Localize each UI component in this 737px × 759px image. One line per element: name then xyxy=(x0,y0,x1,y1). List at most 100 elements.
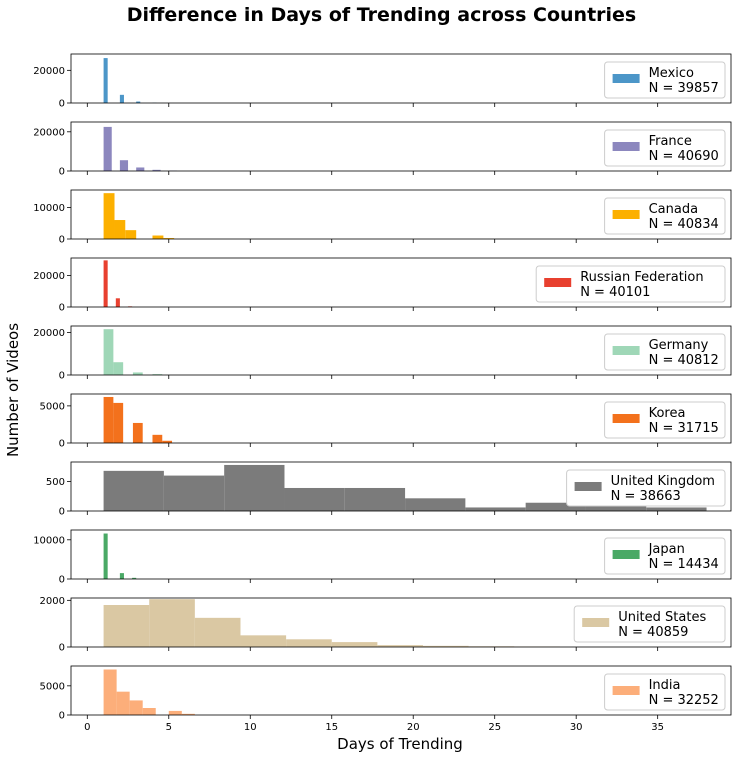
legend-label-canada: Canada xyxy=(649,202,698,217)
legend-count-japan: N = 14434 xyxy=(649,557,719,572)
y-tick-label: 0 xyxy=(59,575,65,586)
bar-united-states xyxy=(103,605,150,647)
legend-swatch-united-kingdom xyxy=(574,482,602,491)
x-tick-label: 0 xyxy=(84,722,90,733)
legend-label-france: France xyxy=(649,134,692,149)
bar-united-kingdom xyxy=(224,464,285,511)
legend-india xyxy=(604,673,726,711)
legend-swatch-india xyxy=(612,686,640,695)
y-tick-label: 20000 xyxy=(33,271,65,282)
bar-united-states xyxy=(423,645,469,647)
bar-india xyxy=(168,710,182,715)
bar-france xyxy=(136,167,145,171)
y-tick-label: 0 xyxy=(59,643,65,654)
legend-count-mexico: N = 39857 xyxy=(649,81,719,96)
legend-germany xyxy=(604,333,726,371)
bar-united-states xyxy=(331,642,378,647)
legend-swatch-korea xyxy=(612,414,640,423)
x-tick-label: 10 xyxy=(244,722,257,733)
bar-united-states xyxy=(194,617,241,647)
legend-swatch-france xyxy=(612,142,640,151)
legend-swatch-japan xyxy=(612,550,640,559)
bar-canada xyxy=(163,238,175,239)
bar-mexico xyxy=(119,94,124,103)
bar-canada xyxy=(114,220,126,239)
legend-count-canada: N = 40834 xyxy=(649,217,719,232)
legend-swatch-canada xyxy=(612,210,640,219)
bar-united-states xyxy=(377,645,423,647)
y-tick-label: 0 xyxy=(59,99,65,110)
y-tick-label: 20000 xyxy=(33,328,65,339)
legend-count-russian-federation: N = 40101 xyxy=(580,285,650,300)
legend-united-kingdom xyxy=(566,469,726,507)
panel-frame-united-kingdom xyxy=(70,461,732,512)
panel-frame-mexico xyxy=(70,53,732,104)
bar-korea xyxy=(103,396,114,443)
x-tick-label: 35 xyxy=(651,722,664,733)
legend-label-germany: Germany xyxy=(649,338,709,353)
legend-swatch-united-states xyxy=(582,618,610,627)
y-tick-label: 20000 xyxy=(33,66,65,77)
x-tick-label: 30 xyxy=(570,722,583,733)
legend-swatch-germany xyxy=(612,346,640,355)
legend-russian-federation xyxy=(535,265,726,303)
y-tick-label: 0 xyxy=(59,303,65,314)
bar-united-kingdom xyxy=(284,487,345,511)
legend-korea xyxy=(604,401,726,439)
bar-japan xyxy=(103,533,108,579)
legend-label-japan: Japan xyxy=(648,542,685,557)
bar-india xyxy=(181,713,195,715)
bar-united-states xyxy=(149,599,195,647)
panel-frame-russian-federation xyxy=(70,257,732,308)
y-tick-label: 0 xyxy=(59,235,65,246)
legend-label-russian-federation: Russian Federation xyxy=(580,270,703,285)
legend-swatch-mexico xyxy=(612,74,640,83)
x-tick-label: 20 xyxy=(407,722,420,733)
bar-mexico xyxy=(103,58,108,103)
bar-united-states xyxy=(286,639,332,647)
panel-frame-germany xyxy=(70,325,732,376)
y-tick-label: 500 xyxy=(46,477,65,488)
bar-united-kingdom xyxy=(646,507,707,511)
legend-label-mexico: Mexico xyxy=(649,66,694,81)
y-tick-label: 0 xyxy=(59,507,65,518)
bar-russian-federation xyxy=(115,298,120,307)
bar-united-states xyxy=(240,635,287,647)
x-axis-label: Days of Trending xyxy=(337,735,463,753)
panel-frame-united-states xyxy=(70,597,732,648)
panel-frame-korea xyxy=(70,393,732,444)
bar-united-kingdom xyxy=(465,507,526,511)
bar-united-kingdom xyxy=(344,487,406,511)
bar-mexico xyxy=(136,101,141,103)
bar-united-kingdom xyxy=(103,470,164,511)
bar-france xyxy=(103,126,112,171)
bar-germany xyxy=(113,362,124,375)
y-tick-label: 0 xyxy=(59,371,65,382)
bar-united-kingdom xyxy=(405,498,466,511)
y-tick-label: 5000 xyxy=(40,401,65,412)
legend-label-united-states: United States xyxy=(618,610,706,625)
y-tick-label: 0 xyxy=(59,167,65,178)
legend-mexico xyxy=(604,61,726,99)
legend-label-korea: Korea xyxy=(649,406,686,421)
legend-count-germany: N = 40812 xyxy=(649,353,719,368)
bar-korea xyxy=(162,440,173,443)
bar-japan xyxy=(119,573,124,579)
x-tick-label: 25 xyxy=(488,722,501,733)
bar-france xyxy=(119,160,129,171)
x-tick-label: 5 xyxy=(166,722,172,733)
bar-germany xyxy=(132,372,143,375)
legend-france xyxy=(604,129,726,167)
bar-canada xyxy=(103,193,115,239)
bar-korea xyxy=(132,422,143,443)
bar-united-kingdom xyxy=(585,505,647,511)
figure-title: Difference in Days of Trending across Co… xyxy=(126,4,637,26)
y-tick-label: 0 xyxy=(59,439,65,450)
legend-count-france: N = 40690 xyxy=(649,149,719,164)
y-tick-label: 20000 xyxy=(33,127,65,138)
x-tick-label: 15 xyxy=(325,722,338,733)
bar-india xyxy=(129,700,143,715)
bar-france xyxy=(152,169,161,171)
bar-germany xyxy=(103,329,114,375)
